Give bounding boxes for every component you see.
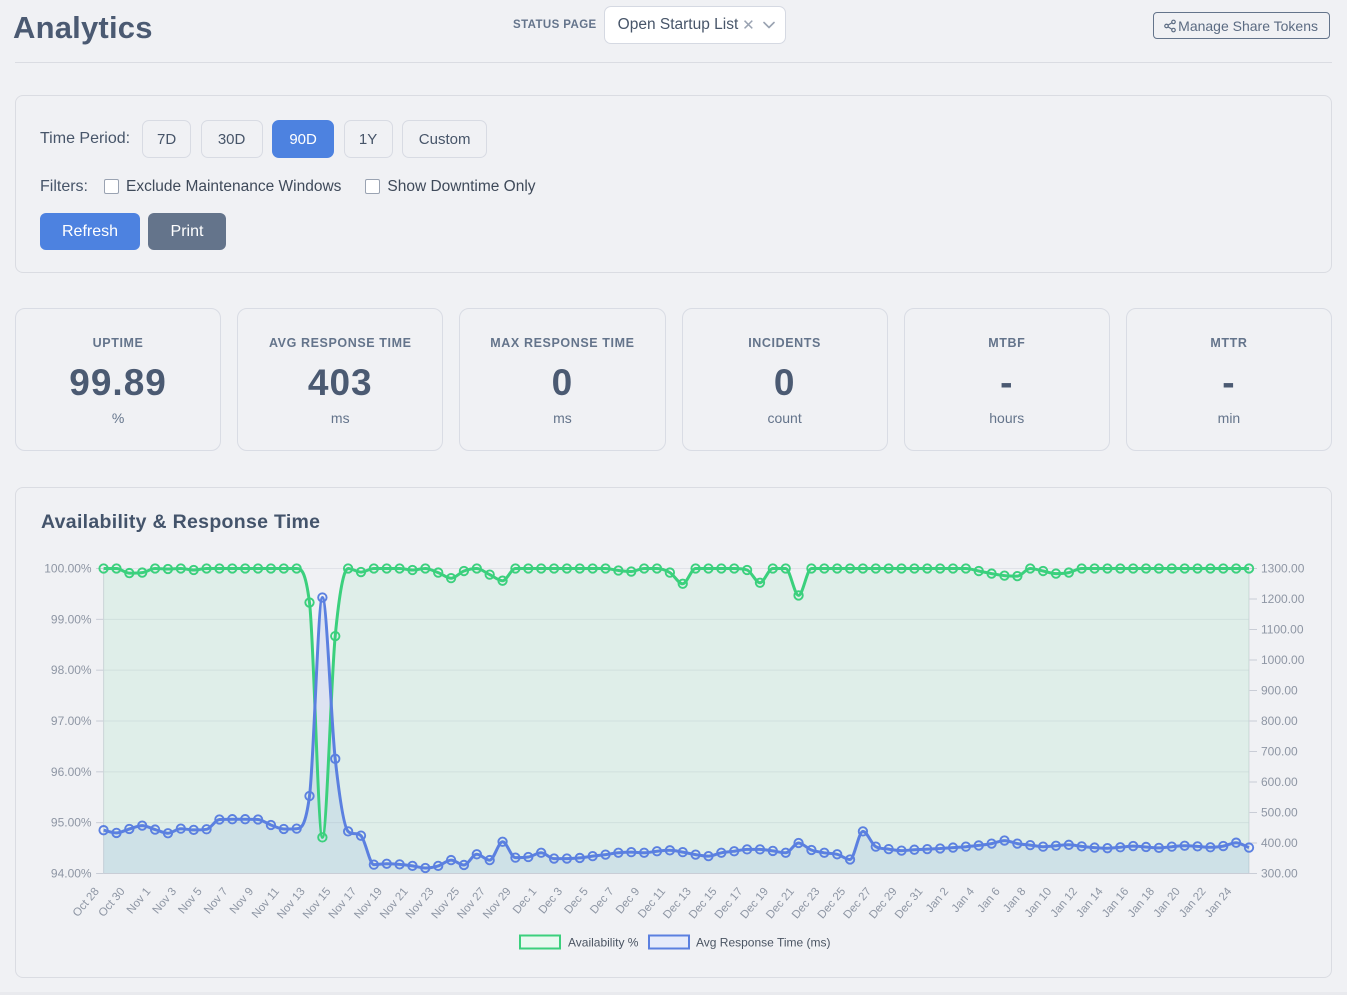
svg-text:1000.00: 1000.00 [1261, 653, 1305, 667]
svg-text:Jan 2: Jan 2 [924, 885, 951, 914]
svg-text:Dec 3: Dec 3 [537, 885, 566, 916]
svg-text:400.00: 400.00 [1261, 836, 1298, 850]
svg-text:96.00%: 96.00% [51, 764, 92, 778]
svg-text:Oct 28: Oct 28 [71, 885, 102, 919]
svg-text:Nov 3: Nov 3 [151, 885, 180, 916]
svg-text:300.00: 300.00 [1261, 866, 1298, 880]
svg-text:Jan 16: Jan 16 [1100, 885, 1131, 919]
svg-text:800.00: 800.00 [1261, 714, 1298, 728]
svg-text:95.00%: 95.00% [51, 815, 92, 829]
svg-text:1100.00: 1100.00 [1261, 622, 1304, 636]
svg-text:Nov 7: Nov 7 [202, 885, 231, 916]
svg-text:600.00: 600.00 [1261, 775, 1298, 789]
svg-text:Jan 6: Jan 6 [975, 885, 1002, 914]
svg-text:Jan 18: Jan 18 [1126, 885, 1157, 919]
svg-text:500.00: 500.00 [1261, 805, 1298, 819]
svg-text:Jan 22: Jan 22 [1177, 885, 1208, 919]
svg-text:100.00%: 100.00% [44, 561, 92, 575]
svg-text:900.00: 900.00 [1261, 683, 1298, 697]
svg-text:1200.00: 1200.00 [1261, 592, 1305, 606]
svg-text:Nov 5: Nov 5 [176, 885, 205, 916]
svg-text:Oct 30: Oct 30 [97, 885, 128, 919]
svg-text:700.00: 700.00 [1261, 744, 1298, 758]
svg-text:Jan 12: Jan 12 [1049, 885, 1080, 919]
svg-text:Jan 4: Jan 4 [950, 885, 978, 915]
svg-text:Nov 1: Nov 1 [125, 885, 154, 916]
svg-text:Jan 14: Jan 14 [1074, 885, 1106, 920]
svg-text:97.00%: 97.00% [51, 714, 92, 728]
svg-text:Dec 5: Dec 5 [562, 885, 591, 916]
svg-text:Avg Response Time (ms): Avg Response Time (ms) [696, 935, 831, 949]
svg-text:Jan 10: Jan 10 [1023, 885, 1054, 919]
svg-text:Availability %: Availability % [568, 935, 639, 949]
svg-text:Dec 7: Dec 7 [588, 885, 617, 916]
svg-text:Jan 24: Jan 24 [1203, 885, 1235, 920]
svg-text:Nov 29: Nov 29 [481, 885, 514, 921]
svg-text:98.00%: 98.00% [51, 663, 92, 677]
svg-text:99.00%: 99.00% [51, 612, 92, 626]
svg-text:Dec 31: Dec 31 [893, 885, 926, 921]
svg-text:Jan 20: Jan 20 [1152, 885, 1183, 919]
svg-text:Dec 1: Dec 1 [511, 885, 540, 916]
svg-text:94.00%: 94.00% [51, 866, 92, 880]
svg-text:1300.00: 1300.00 [1261, 561, 1305, 575]
